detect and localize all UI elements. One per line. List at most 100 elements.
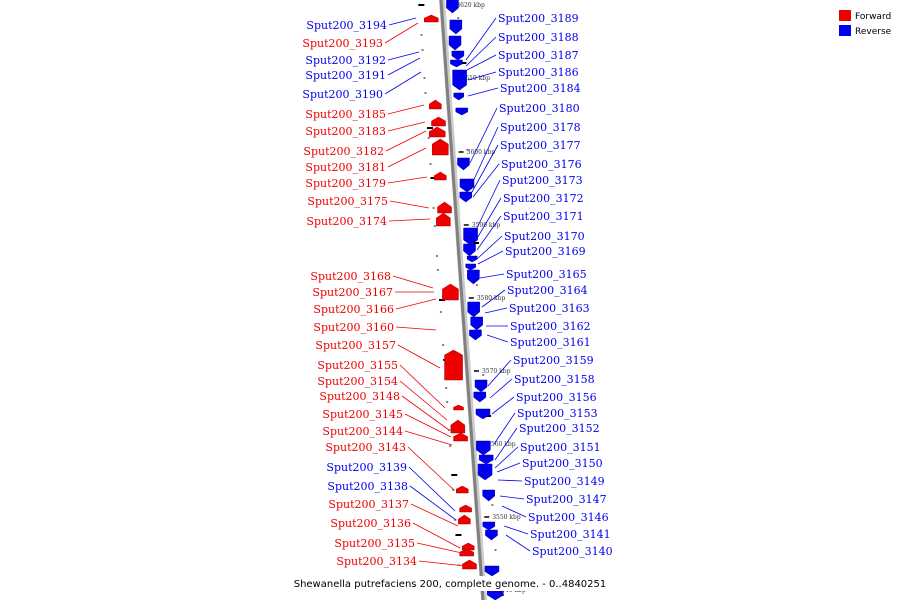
gene-label-sput200_3152: Sput200_3152 — [519, 422, 600, 435]
gene-label-sput200_3193: Sput200_3193 — [302, 37, 383, 50]
leader-line — [399, 380, 448, 421]
gene-label-sput200_3157: Sput200_3157 — [315, 339, 396, 352]
gene-label-sput200_3182: Sput200_3182 — [303, 145, 384, 158]
forward-gene-feature — [437, 201, 452, 214]
leader-line — [387, 147, 427, 168]
reverse-gene-feature — [466, 255, 478, 263]
gene-label-sput200_3153: Sput200_3153 — [517, 407, 598, 420]
gene-label-sput200_3183: Sput200_3183 — [305, 125, 386, 138]
gene-label-sput200_3188: Sput200_3188 — [498, 31, 579, 44]
kbp-label: 3590 kbp — [472, 222, 501, 229]
leader-line — [481, 289, 506, 308]
gene-label-sput200_3144: Sput200_3144 — [322, 425, 403, 438]
backbone-line — [439, 0, 485, 600]
gene-label-sput200_3149: Sput200_3149 — [524, 475, 605, 488]
reverse-gene-feature — [459, 178, 475, 193]
legend-label-forward: Forward — [855, 12, 891, 22]
leader-line — [408, 466, 456, 512]
gene-label-sput200_3170: Sput200_3170 — [504, 230, 585, 243]
leader-line — [467, 87, 499, 97]
gene-label-sput200_3158: Sput200_3158 — [514, 373, 595, 386]
gene-label-sput200_3180: Sput200_3180 — [499, 102, 580, 115]
gene-label-sput200_3173: Sput200_3173 — [502, 174, 583, 187]
forward-gene-feature — [462, 559, 477, 570]
feature-layer — [424, 0, 504, 600]
legend-swatch-reverse — [839, 25, 851, 36]
reverse-gene-feature — [446, 0, 459, 14]
leader-line — [409, 485, 457, 521]
kbp-label: 3620 kbp — [456, 2, 485, 9]
gene-label-sput200_3160: Sput200_3160 — [313, 321, 394, 334]
kbp-label: 3570 kbp — [482, 368, 511, 375]
kbp-label: 3560 kbp — [487, 441, 516, 448]
gene-label-sput200_3191: Sput200_3191 — [305, 69, 386, 82]
gene-label-sput200_3187: Sput200_3187 — [498, 49, 579, 62]
caption-backdrop — [305, 576, 595, 591]
reverse-gene-feature — [452, 69, 467, 91]
reverse-gene-feature — [478, 454, 494, 465]
leader-line — [493, 412, 516, 445]
forward-gene-feature — [462, 542, 475, 551]
leader-line — [401, 395, 450, 431]
reverse-gene-feature — [463, 227, 478, 246]
reverse-gene-feature — [450, 59, 463, 68]
reverse-gene-feature — [449, 19, 463, 35]
gene-label-sput200_3147: Sput200_3147 — [526, 493, 607, 506]
gene-label-sput200_3176: Sput200_3176 — [501, 158, 582, 171]
leader-line — [476, 215, 502, 251]
leader-line — [479, 273, 505, 279]
leader-line — [395, 326, 437, 331]
leader-line — [395, 298, 437, 310]
reverse-gene-feature — [474, 379, 488, 393]
forward-gene-feature — [429, 99, 442, 110]
gene-label-sput200_3184: Sput200_3184 — [500, 82, 581, 95]
gene-label-sput200_3163: Sput200_3163 — [509, 302, 590, 315]
kbp-label: 3550 kbp — [492, 514, 521, 521]
leader-line — [487, 359, 512, 387]
reverse-gene-feature — [453, 92, 465, 101]
leader-line — [491, 396, 515, 415]
leader-line — [477, 250, 504, 265]
forward-gene-feature — [428, 126, 446, 138]
gene-label-sput200_3186: Sput200_3186 — [498, 66, 579, 79]
leader-line — [387, 57, 421, 76]
gene-label-sput200_3136: Sput200_3136 — [330, 517, 411, 530]
leader-line — [503, 525, 529, 535]
gene-label-sput200_3171: Sput200_3171 — [503, 210, 584, 223]
forward-gene-feature — [458, 514, 471, 525]
leader-line — [499, 495, 525, 500]
reverse-gene-feature — [459, 191, 473, 203]
leader-line — [465, 36, 497, 67]
leader-line — [416, 542, 463, 554]
gene-label-sput200_3162: Sput200_3162 — [510, 320, 591, 333]
reverse-gene-feature — [477, 463, 493, 481]
gene-label-sput200_3161: Sput200_3161 — [510, 336, 591, 349]
leader-line — [387, 51, 420, 61]
reverse-gene-feature — [482, 521, 496, 531]
reverse-gene-feature — [476, 440, 491, 456]
leader-line — [471, 144, 499, 193]
leader-line — [470, 126, 499, 187]
reverse-gene-feature — [484, 565, 500, 577]
leader-line — [496, 462, 521, 473]
leader-line — [484, 307, 508, 314]
reverse-gene-feature — [465, 263, 476, 271]
gene-label-sput200_3148: Sput200_3148 — [319, 390, 400, 403]
leader-line — [404, 413, 452, 438]
gene-label-sput200_3141: Sput200_3141 — [530, 528, 611, 541]
forward-gene-feature — [442, 283, 459, 301]
gene-label-sput200_3137: Sput200_3137 — [328, 498, 409, 511]
legend: Forward Reverse — [839, 10, 892, 37]
leader-line — [505, 534, 531, 552]
leader-line — [388, 17, 417, 26]
gene-label-sput200_3178: Sput200_3178 — [500, 121, 581, 134]
gene-label-sput200_3145: Sput200_3145 — [322, 408, 403, 421]
forward-gene-feature — [424, 14, 439, 23]
reverse-gene-feature — [473, 391, 487, 403]
leader-line — [397, 344, 441, 369]
gene-label-sput200_3189: Sput200_3189 — [498, 12, 579, 25]
gene-label-sput200_3181: Sput200_3181 — [305, 161, 386, 174]
gene-label-sput200_3143: Sput200_3143 — [325, 441, 406, 454]
forward-gene-feature — [444, 349, 463, 381]
